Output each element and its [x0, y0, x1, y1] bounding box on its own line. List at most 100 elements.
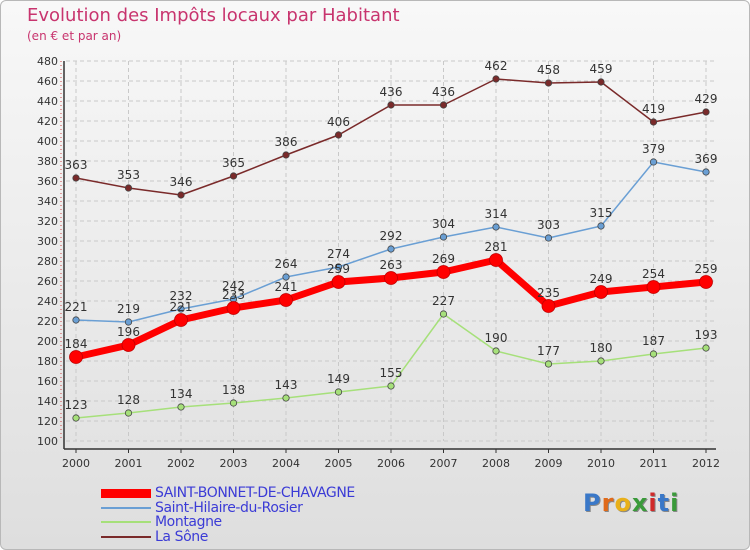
y-tick-label: 420	[37, 115, 58, 128]
x-tick-label: 2002	[167, 457, 195, 470]
data-point-la-sone	[229, 172, 238, 180]
data-label-saint-hilaire: 303	[537, 218, 560, 232]
data-label-saint-bonnet: 184	[65, 337, 88, 351]
legend-swatch-montagne	[101, 521, 151, 523]
data-point-montagne	[177, 403, 185, 411]
data-point-saint-bonnet	[699, 275, 713, 289]
data-label-saint-hilaire: 314	[485, 207, 508, 221]
data-label-saint-hilaire: 304	[432, 217, 455, 231]
data-label-la-sone: 365	[222, 156, 245, 170]
data-label-la-sone: 386	[275, 135, 298, 149]
data-label-la-sone: 436	[380, 85, 403, 99]
data-point-la-sone	[492, 75, 500, 83]
data-point-saint-hilaire	[387, 245, 395, 253]
data-label-saint-hilaire: 221	[65, 300, 88, 314]
data-point-montagne	[649, 350, 658, 358]
data-point-saint-hilaire	[649, 158, 658, 166]
data-point-saint-bonnet	[541, 299, 556, 313]
legend-label-la-sone: La Sône	[155, 528, 208, 545]
data-point-saint-bonnet	[384, 271, 398, 285]
data-label-la-sone: 406	[327, 115, 350, 129]
data-label-saint-bonnet: 269	[432, 252, 455, 266]
data-point-montagne	[72, 414, 80, 422]
data-label-montagne: 190	[485, 331, 508, 345]
data-label-la-sone: 363	[65, 158, 88, 172]
data-label-la-sone: 462	[485, 59, 508, 73]
data-label-la-sone: 429	[695, 92, 718, 106]
data-label-saint-bonnet: 196	[117, 325, 140, 339]
data-point-saint-hilaire	[177, 305, 185, 313]
y-tick-label: 460	[37, 75, 58, 88]
y-tick-label: 300	[37, 235, 58, 248]
data-label-la-sone: 436	[432, 85, 455, 99]
data-label-saint-bonnet: 259	[695, 262, 718, 276]
data-label-saint-hilaire: 315	[590, 206, 613, 220]
legend-label-saint-hilaire: Saint-Hilaire-du-Rosier	[155, 499, 303, 516]
data-label-la-sone: 459	[590, 62, 613, 76]
data-point-montagne	[124, 409, 133, 417]
x-tick-label: 2003	[220, 457, 248, 470]
data-label-saint-hilaire: 242	[222, 279, 245, 293]
data-label-saint-bonnet: 259	[327, 262, 350, 276]
data-point-la-sone	[282, 151, 290, 159]
data-point-saint-hilaire	[702, 168, 710, 176]
y-tick-label: 320	[37, 215, 58, 228]
data-point-saint-bonnet	[331, 275, 346, 289]
data-label-montagne: 227	[432, 294, 455, 308]
data-point-saint-bonnet	[69, 350, 83, 364]
y-tick-label: 480	[37, 55, 58, 68]
data-label-saint-hilaire: 219	[117, 302, 140, 316]
data-point-la-sone	[702, 108, 710, 116]
y-tick-label: 380	[37, 155, 58, 168]
data-label-saint-hilaire: 379	[642, 142, 665, 156]
data-point-saint-bonnet	[436, 265, 451, 279]
data-label-saint-bonnet: 233	[222, 288, 245, 302]
legend-label-montagne: Montagne	[155, 514, 222, 530]
data-label-montagne: 149	[327, 372, 350, 386]
x-tick-label: 2010	[587, 457, 615, 470]
data-point-la-sone	[387, 101, 395, 109]
y-tick-label: 340	[37, 195, 58, 208]
data-label-la-sone: 346	[170, 175, 193, 189]
data-point-saint-bonnet	[646, 280, 661, 294]
legend-swatch-saint-hilaire	[101, 506, 151, 509]
x-tick-label: 2011	[640, 457, 668, 470]
data-point-montagne	[439, 310, 448, 318]
data-label-saint-bonnet: 235	[537, 286, 560, 300]
y-tick-label: 400	[37, 135, 58, 148]
data-label-saint-hilaire: 274	[327, 247, 350, 261]
data-label-montagne: 177	[537, 344, 560, 358]
data-point-saint-hilaire	[282, 273, 290, 281]
legend-swatch-la-sone	[101, 535, 151, 538]
data-label-montagne: 134	[170, 387, 193, 401]
data-label-saint-bonnet: 221	[170, 300, 193, 314]
data-point-montagne	[334, 388, 343, 396]
data-label-montagne: 138	[222, 383, 245, 397]
data-point-saint-hilaire	[544, 234, 553, 242]
data-label-saint-hilaire: 292	[380, 229, 403, 243]
x-tick-label: 2008	[482, 457, 510, 470]
y-tick-label: 180	[37, 355, 58, 368]
data-point-saint-bonnet	[226, 301, 241, 315]
legend-swatch-saint-bonnet	[101, 489, 151, 498]
data-point-saint-bonnet	[174, 313, 188, 327]
x-tick-label: 2007	[430, 457, 458, 470]
data-label-saint-bonnet: 281	[485, 240, 508, 254]
x-tick-label: 2005	[325, 457, 353, 470]
chart-subtitle: (en € et par an)	[27, 29, 122, 43]
data-point-saint-bonnet	[121, 338, 136, 352]
x-tick-label: 2004	[272, 457, 300, 470]
y-tick-label: 360	[37, 175, 58, 188]
x-tick-label: 2001	[115, 457, 143, 470]
data-point-la-sone	[124, 184, 133, 192]
x-tick-label: 2009	[535, 457, 563, 470]
data-label-la-sone: 458	[537, 63, 560, 77]
data-label-montagne: 143	[275, 378, 298, 392]
data-point-montagne	[597, 357, 605, 365]
data-label-saint-bonnet: 249	[590, 272, 613, 286]
y-tick-label: 160	[37, 375, 58, 388]
data-label-montagne: 155	[380, 366, 403, 380]
data-label-montagne: 193	[695, 328, 718, 342]
data-point-la-sone	[439, 101, 448, 109]
